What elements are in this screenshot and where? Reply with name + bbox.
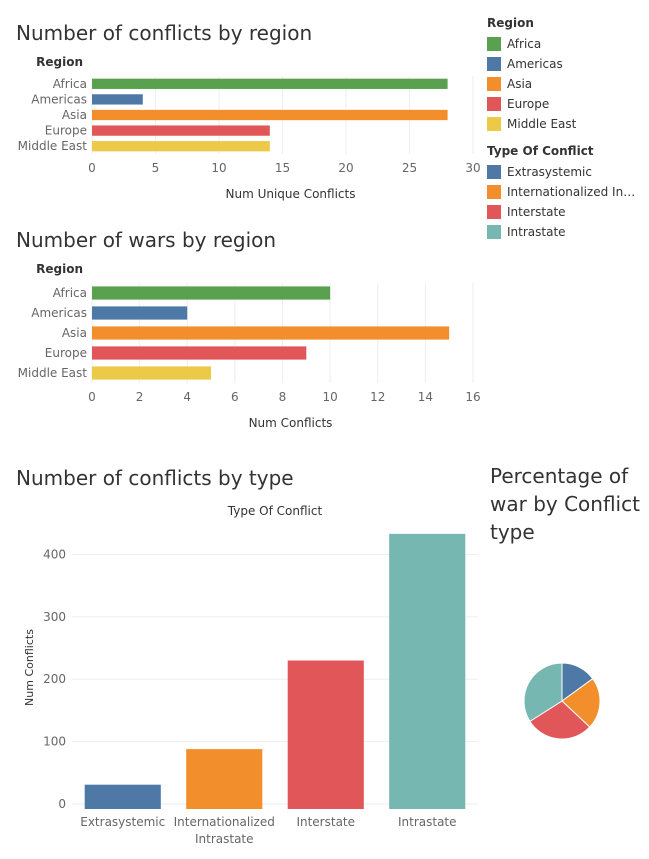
chart3-category-label: Extrasystemic: [80, 815, 165, 829]
chart3-tick-label: 300: [43, 610, 66, 624]
chart3-title: Number of conflicts by type: [16, 466, 294, 490]
legend-swatch: [487, 205, 501, 219]
chart3-tick-label: 100: [43, 735, 66, 749]
chart2-category-label: Americas: [31, 306, 87, 320]
chart1-bar: [92, 94, 143, 105]
legend-swatch: [487, 97, 501, 111]
region-legend-item[interactable]: Asia: [487, 74, 576, 94]
chart1-category-label: Asia: [62, 108, 87, 122]
chart2-axis-label: Num Conflicts: [249, 416, 333, 430]
chart2-title: Number of wars by region: [16, 228, 277, 252]
legend-swatch: [487, 225, 501, 239]
chart2-tick-label: 14: [418, 390, 433, 404]
chart3-axis-label: Num Conflicts: [23, 629, 36, 706]
chart3-tick-label: 200: [43, 672, 66, 686]
chart1-row-header: Region: [36, 55, 83, 69]
chart1-category-label: Americas: [31, 92, 87, 106]
chart2-tick-label: 4: [183, 390, 191, 404]
region-legend-item[interactable]: Europe: [487, 94, 576, 114]
type-legend-title: Type Of Conflict: [487, 144, 594, 158]
chart3-bar: [389, 533, 466, 809]
legend-swatch: [487, 117, 501, 131]
chart3-tick-label: 0: [58, 797, 66, 811]
chart1-category-label: Europe: [45, 124, 87, 138]
chart1-category-label: Africa: [53, 77, 87, 91]
chart2-tick-label: 8: [279, 390, 287, 404]
chart2-row-header: Region: [36, 262, 83, 276]
chart3-category-label: Internationalized: [174, 815, 275, 829]
chart1-tick-label: 10: [211, 161, 226, 175]
legend-swatch: [487, 37, 501, 51]
chart2-tick-label: 16: [465, 390, 480, 404]
chart1-bar: [92, 141, 270, 152]
chart1-bar: [92, 109, 448, 121]
chart1-tick-label: 5: [152, 161, 160, 175]
legend-swatch: [487, 185, 501, 199]
chart4-pie-slice: [529, 700, 591, 740]
region-legend: Region Africa Americas Asia Europe Middle Ea…: [487, 16, 576, 134]
chart2-tick-label: 6: [231, 390, 239, 404]
chart3-category-label: Intrastate: [398, 815, 457, 829]
chart3-bar: [287, 660, 364, 809]
chart2-bar: [92, 366, 212, 380]
chart2-tick-label: 2: [136, 390, 144, 404]
chart1-title: Number of conflicts by region: [16, 21, 313, 45]
legend-swatch: [487, 165, 501, 179]
chart3-bar: [186, 749, 263, 809]
type-legend-item[interactable]: Intrastate: [487, 222, 637, 242]
chart3-column-header: Type Of Conflict: [227, 504, 323, 518]
type-legend: Type Of Conflict Extrasystemic Internatio…: [487, 144, 637, 242]
chart2-category-label: Africa: [53, 286, 87, 300]
chart1-axis-label: Num Unique Conflicts: [225, 187, 355, 201]
chart3-bar: [84, 784, 161, 809]
chart2-bar: [92, 306, 188, 320]
chart1-bar: [92, 78, 448, 89]
chart1-tick-label: 15: [275, 161, 290, 175]
chart2-bar: [92, 286, 331, 300]
region-legend-title: Region: [487, 16, 534, 30]
type-legend-item[interactable]: Extrasystemic: [487, 162, 637, 182]
chart2-category-label: Middle East: [18, 366, 88, 380]
chart2-tick-label: 12: [370, 390, 385, 404]
chart4-title: Percentage of war by Conflict type: [490, 464, 640, 544]
region-legend-item[interactable]: Middle East: [487, 114, 576, 134]
type-legend-item[interactable]: Interstate: [487, 202, 637, 222]
chart2-tick-label: 0: [88, 390, 96, 404]
chart4-pie-slice: [561, 677, 601, 728]
chart1-tick-label: 30: [465, 161, 480, 175]
chart4-pie-slice: [523, 662, 563, 723]
chart3-category-label: Intrastate: [195, 832, 254, 846]
chart3-tick-label: 400: [43, 547, 66, 561]
chart2-category-label: Europe: [45, 346, 87, 360]
chart1-bar: [92, 125, 270, 136]
chart3-category-label: Interstate: [296, 815, 355, 829]
chart2-category-label: Asia: [62, 326, 87, 340]
legend-swatch: [487, 57, 501, 71]
chart1-tick-label: 20: [338, 161, 353, 175]
region-legend-item[interactable]: Africa: [487, 34, 576, 54]
legend-swatch: [487, 77, 501, 91]
chart1-category-label: Middle East: [18, 139, 88, 153]
chart2-bar: [92, 326, 450, 340]
chart1-tick-label: 0: [88, 161, 96, 175]
chart2-bar: [92, 346, 307, 360]
chart1-tick-label: 25: [402, 161, 417, 175]
type-legend-item[interactable]: Internationalized Intr..: [487, 182, 637, 202]
chart2-tick-label: 10: [322, 390, 337, 404]
region-legend-item[interactable]: Americas: [487, 54, 576, 74]
